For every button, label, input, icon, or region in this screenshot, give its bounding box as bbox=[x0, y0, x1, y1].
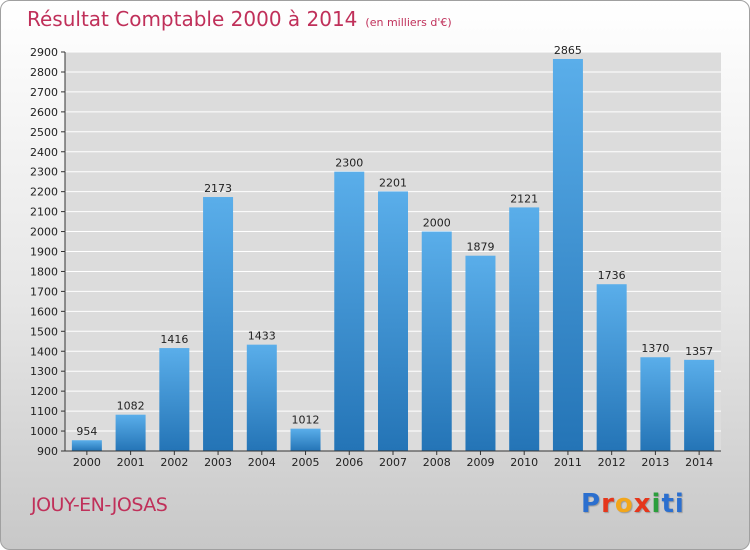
logo-letter: i bbox=[674, 489, 685, 519]
value-label: 954 bbox=[76, 425, 97, 438]
value-label: 2300 bbox=[335, 157, 363, 170]
value-label: 1433 bbox=[248, 330, 276, 343]
x-tick-label: 2010 bbox=[510, 456, 538, 469]
y-tick-label: 2200 bbox=[30, 186, 58, 199]
x-tick-label: 2003 bbox=[204, 456, 232, 469]
x-tick-label: 2009 bbox=[466, 456, 494, 469]
y-tick-label: 2700 bbox=[30, 86, 58, 99]
y-tick-label: 1900 bbox=[30, 246, 58, 259]
y-tick-label: 1700 bbox=[30, 285, 58, 298]
bar bbox=[159, 348, 190, 451]
bar bbox=[640, 357, 671, 451]
bar bbox=[596, 284, 627, 451]
x-tick-label: 2000 bbox=[73, 456, 101, 469]
y-tick-label: 1500 bbox=[30, 325, 58, 338]
y-tick-label: 1000 bbox=[30, 425, 58, 438]
value-label: 1357 bbox=[685, 345, 713, 358]
bar bbox=[684, 359, 715, 451]
x-axis-labels: 2000 2001 2002 2003 2004 2005 2006 2007 2008 2009… bbox=[73, 451, 713, 469]
logo-letter: P bbox=[581, 489, 602, 519]
chart-subtitle: (en milliers d'€) bbox=[365, 16, 452, 29]
y-tick-label: 2500 bbox=[30, 126, 58, 139]
y-tick-label: 1400 bbox=[30, 345, 58, 358]
x-tick-label: 2013 bbox=[641, 456, 669, 469]
x-tick-label: 2011 bbox=[554, 456, 582, 469]
value-label: 1082 bbox=[117, 400, 145, 413]
bar bbox=[115, 414, 146, 451]
bar bbox=[203, 197, 234, 451]
y-tick-label: 1600 bbox=[30, 305, 58, 318]
x-tick-label: 2014 bbox=[685, 456, 713, 469]
y-tick-label: 2100 bbox=[30, 206, 58, 219]
y-tick-label: 2300 bbox=[30, 166, 58, 179]
value-labels: 954 1082 1416 2173 1433 1012 2300 2201 2000 1879 2… bbox=[76, 44, 713, 438]
bar bbox=[509, 207, 540, 451]
logo-letter: o bbox=[614, 489, 634, 519]
x-tick-label: 2008 bbox=[423, 456, 451, 469]
chart-title: Résultat Comptable 2000 à 2014 (en millie… bbox=[27, 7, 452, 31]
value-label: 1416 bbox=[160, 333, 188, 346]
y-tick-label: 2900 bbox=[30, 46, 58, 59]
x-tick-label: 2012 bbox=[598, 456, 626, 469]
value-label: 1736 bbox=[598, 269, 626, 282]
value-label: 2201 bbox=[379, 176, 407, 189]
y-tick-label: 1100 bbox=[30, 405, 58, 418]
value-label: 2121 bbox=[510, 192, 538, 205]
y-tick-label: 1300 bbox=[30, 365, 58, 378]
x-tick-label: 2001 bbox=[117, 456, 145, 469]
value-label: 2173 bbox=[204, 182, 232, 195]
x-tick-label: 2007 bbox=[379, 456, 407, 469]
bars bbox=[71, 58, 715, 452]
x-tick-label: 2002 bbox=[160, 456, 188, 469]
bar bbox=[334, 171, 365, 451]
logo-letter: r bbox=[601, 489, 615, 519]
bar bbox=[465, 255, 496, 451]
location-label: JOUY-EN-JOSAS bbox=[31, 494, 168, 516]
logo-letter: t bbox=[661, 489, 675, 519]
value-label: 2865 bbox=[554, 44, 582, 57]
bar bbox=[246, 344, 277, 451]
y-tick-label: 900 bbox=[37, 445, 58, 458]
proxiti-logo: Proxiti bbox=[581, 489, 685, 519]
y-tick-label: 2000 bbox=[30, 226, 58, 239]
bar bbox=[71, 440, 102, 451]
x-tick-label: 2004 bbox=[248, 456, 276, 469]
y-axis-labels: 900 1000 1100 1200 1300 1400 1500 1600 1700 1800 1… bbox=[30, 46, 58, 458]
value-label: 1879 bbox=[466, 241, 494, 254]
logo-letter: x bbox=[633, 489, 652, 519]
bar bbox=[290, 428, 321, 451]
y-tick-label: 2800 bbox=[30, 66, 58, 79]
bar bbox=[378, 191, 408, 451]
bar bbox=[552, 58, 583, 452]
y-tick-label: 1200 bbox=[30, 385, 58, 398]
value-label: 1370 bbox=[641, 342, 669, 355]
value-label: 2000 bbox=[423, 217, 451, 230]
y-tick-label: 1800 bbox=[30, 265, 58, 278]
value-label: 1012 bbox=[292, 414, 320, 427]
chart-title-text: Résultat Comptable 2000 à 2014 bbox=[27, 7, 358, 31]
y-tick-label: 2600 bbox=[30, 106, 58, 119]
y-tick-label: 2400 bbox=[30, 146, 58, 159]
logo-letter: i bbox=[651, 489, 662, 519]
x-tick-label: 2006 bbox=[335, 456, 363, 469]
x-tick-label: 2005 bbox=[292, 456, 320, 469]
bar bbox=[421, 231, 452, 451]
